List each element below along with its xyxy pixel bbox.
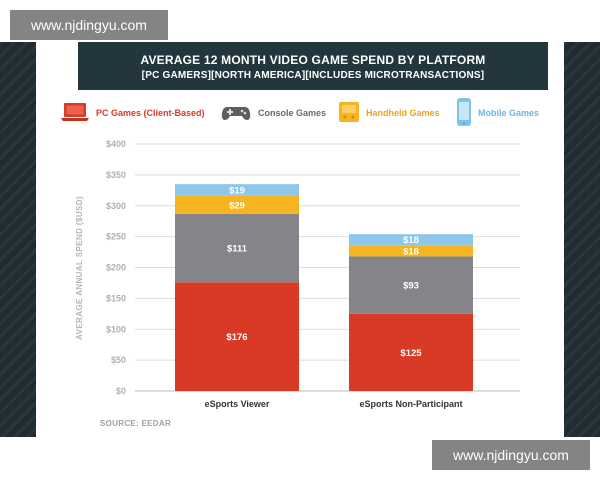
watermark-bottom: www.njdingyu.com xyxy=(432,440,590,470)
data-label: $19 xyxy=(229,186,245,197)
data-label: $125 xyxy=(400,348,422,359)
data-label: $111 xyxy=(227,244,248,255)
bar-segment xyxy=(349,234,473,246)
y-tick-label: $400 xyxy=(106,139,126,149)
bar-segment xyxy=(175,282,299,391)
legend-item-handheld: Handheld Games xyxy=(338,98,440,128)
bar-segment xyxy=(349,256,473,314)
left-decor-strip xyxy=(0,42,36,437)
handheld-icon xyxy=(338,100,360,126)
y-tick-label: $350 xyxy=(106,170,126,180)
legend-item-mobile: Mobile Games xyxy=(456,98,539,128)
data-label: $29 xyxy=(229,200,245,211)
infographic-panel xyxy=(36,42,564,437)
y-axis-label: AVERAGE ANNUAL SPEND ($USD) xyxy=(75,196,84,340)
watermark-top: www.njdingyu.com xyxy=(10,10,168,40)
bar-segment xyxy=(175,195,299,214)
y-tick-label: $150 xyxy=(106,293,126,303)
y-tick-label: $0 xyxy=(116,386,126,396)
legend-label-mobile: Mobile Games xyxy=(478,108,540,118)
data-label: $18 xyxy=(403,246,419,257)
data-label: $176 xyxy=(226,332,247,343)
laptop-icon xyxy=(60,101,90,125)
chart-subtitle: [PC GAMERS][NORTH AMERICA][INCLUDES MICR… xyxy=(141,70,485,81)
x-category-label: eSports Viewer xyxy=(205,399,270,409)
source-note: SOURCE: EEDAR xyxy=(100,419,172,428)
legend-item-pc: PC Games (Client-Based) xyxy=(60,98,205,128)
legend-label-pc: PC Games (Client-Based) xyxy=(96,108,205,118)
x-category-label: eSports Non-Participant xyxy=(359,399,462,409)
data-label: $93 xyxy=(403,281,419,292)
bar-segment xyxy=(175,213,299,283)
legend-label-handheld: Handheld Games xyxy=(366,108,440,118)
bar-segment xyxy=(175,184,299,196)
bar-segment xyxy=(349,245,473,257)
y-tick-label: $50 xyxy=(111,355,126,365)
y-tick-label: $300 xyxy=(106,201,126,211)
phone-icon xyxy=(456,97,472,129)
legend-label-console: Console Games xyxy=(258,108,327,118)
right-decor-strip xyxy=(564,42,600,437)
y-tick-label: $100 xyxy=(106,324,126,334)
chart-title: AVERAGE 12 MONTH VIDEO GAME SPEND BY PLA… xyxy=(140,53,486,67)
y-tick-label: $200 xyxy=(106,263,126,273)
legend-item-console: Console Games xyxy=(220,98,326,128)
bar-segment xyxy=(349,313,473,391)
y-tick-label: $250 xyxy=(106,232,126,242)
data-label: $18 xyxy=(403,235,419,246)
gamepad-icon xyxy=(220,101,252,125)
chart-header: AVERAGE 12 MONTH VIDEO GAME SPEND BY PLA… xyxy=(78,42,548,90)
